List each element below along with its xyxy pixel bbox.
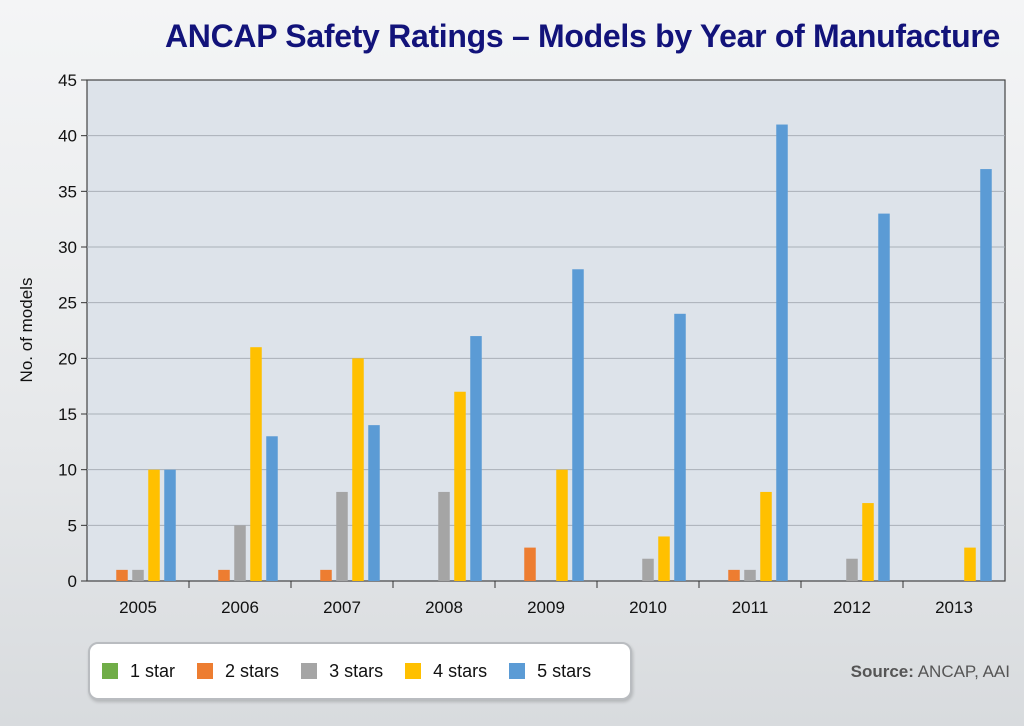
chart-title: ANCAP Safety Ratings – Models by Year of… — [165, 18, 1000, 54]
x-tick-label: 2006 — [221, 598, 259, 617]
x-tick-label: 2005 — [119, 598, 157, 617]
bar-2007-3-stars — [336, 491, 348, 581]
source-label: Source: — [850, 662, 914, 681]
legend-label: 1 star — [130, 660, 176, 681]
bar-2013-5-stars — [980, 169, 992, 582]
source-text: ANCAP, AAI — [917, 662, 1010, 681]
bar-2007-2-stars — [320, 569, 332, 581]
bar-2005-5-stars — [164, 469, 176, 581]
y-tick-label: 40 — [58, 127, 77, 146]
y-tick-label: 30 — [58, 238, 77, 257]
bar-2011-3-stars — [744, 569, 756, 581]
bar-2012-5-stars — [878, 213, 890, 581]
bar-2007-5-stars — [368, 425, 380, 581]
y-tick-label: 20 — [58, 349, 77, 368]
legend-label: 5 stars — [537, 660, 592, 681]
bar-2011-5-stars — [776, 124, 788, 582]
y-tick-label: 5 — [68, 516, 77, 535]
legend-item-3-stars: 3 stars — [301, 661, 383, 682]
y-axis-label: No. of models — [17, 278, 36, 383]
y-tick-label: 35 — [58, 182, 77, 201]
bar-2012-3-stars — [846, 558, 858, 581]
bar-2006-2-stars — [218, 569, 230, 581]
legend-swatch — [301, 663, 318, 679]
legend-item-1-star: 1 star — [102, 661, 175, 682]
bar-2005-3-stars — [132, 569, 144, 581]
bar-2009-5-stars — [572, 269, 584, 581]
bar-2009-2-stars — [524, 547, 536, 581]
x-tick-label: 2010 — [629, 598, 667, 617]
bar-2010-3-stars — [642, 558, 654, 581]
legend-label: 2 stars — [225, 660, 280, 681]
y-tick-label: 10 — [58, 461, 77, 480]
x-tick-label: 2011 — [732, 598, 769, 617]
x-axis: 2005 2006 2007 2008 2009 2010 2011 2012 2013 — [119, 581, 973, 617]
bar-2007-4-stars — [352, 358, 364, 581]
x-tick-label: 2007 — [323, 598, 361, 617]
legend-item-2-stars: 2 stars — [197, 661, 279, 682]
bar-2010-5-stars — [674, 313, 686, 581]
y-axis: 0 5 10 15 20 25 30 35 40 45 — [58, 71, 87, 591]
bar-2006-3-stars — [234, 525, 246, 581]
bar-2009-4-stars — [556, 469, 568, 581]
y-tick-label: 25 — [58, 294, 77, 313]
bar-2008-3-stars — [438, 491, 450, 581]
y-tick-label: 0 — [68, 572, 77, 591]
bars — [116, 124, 992, 582]
bar-2013-4-stars — [964, 547, 976, 581]
legend-swatch — [197, 663, 214, 679]
bar-2012-4-stars — [862, 503, 874, 581]
bar-2011-2-stars — [728, 569, 740, 581]
legend-swatch — [102, 663, 118, 679]
legend-swatch — [509, 663, 526, 679]
x-tick-label: 2009 — [527, 598, 565, 617]
plot-area — [86, 79, 1006, 582]
bar-2008-5-stars — [470, 336, 482, 581]
bar-2005-2-stars — [116, 569, 128, 581]
bar-2011-4-stars — [760, 491, 772, 581]
y-tick-label: 15 — [58, 405, 77, 424]
legend: 1 star 2 stars 3 stars 4 stars 5 stars — [88, 642, 632, 700]
source-note: Source: ANCAP, AAI — [851, 662, 1010, 682]
legend-label: 4 stars — [433, 660, 488, 681]
bar-2010-4-stars — [658, 536, 670, 581]
y-tick-label: 45 — [58, 71, 77, 90]
gridlines — [87, 135, 1005, 526]
legend-swatch — [405, 663, 422, 679]
bar-2005-4-stars — [148, 469, 160, 581]
bar-2008-4-stars — [454, 391, 466, 581]
x-tick-label: 2013 — [935, 598, 973, 617]
legend-label: 3 stars — [329, 660, 384, 681]
bar-2006-5-stars — [266, 436, 278, 581]
legend-item-4-stars: 4 stars — [405, 661, 487, 682]
x-tick-label: 2008 — [425, 598, 463, 617]
bar-2006-4-stars — [250, 347, 262, 581]
legend-item-5-stars: 5 stars — [509, 661, 591, 682]
x-tick-label: 2012 — [833, 598, 871, 617]
